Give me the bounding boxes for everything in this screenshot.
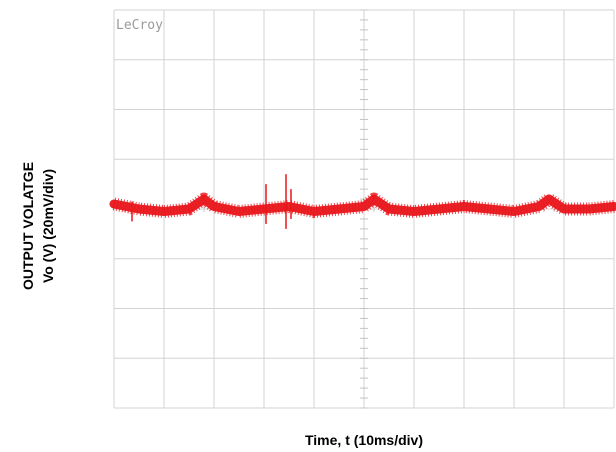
y-axis-label: OUTPUT VOLATGE Vo (V) (20mV/div) xyxy=(18,162,58,290)
y-axis-label-line2: Vo (V) (20mV/div) xyxy=(40,168,56,284)
trace-noise xyxy=(112,192,615,218)
lecroy-logo: LeCroy xyxy=(116,18,163,33)
y-axis-label-line1: OUTPUT VOLATGE xyxy=(20,161,36,291)
output-voltage-trace xyxy=(109,174,616,229)
x-axis-label: Time, t (10ms/div) xyxy=(304,432,424,448)
